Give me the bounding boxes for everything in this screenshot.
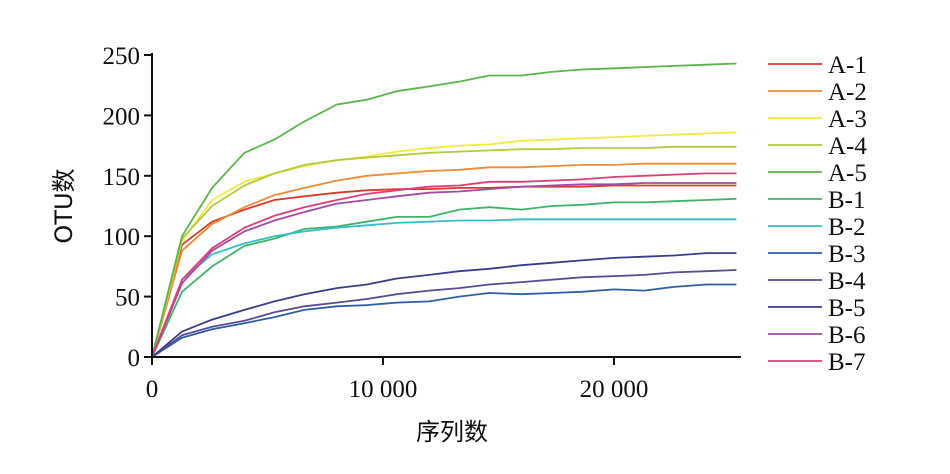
legend-label-a-5: A-5 <box>828 160 867 187</box>
legend-label-a-1: A-1 <box>828 52 867 79</box>
series-line-b-1 <box>151 197 737 358</box>
legend-label-b-4: B-4 <box>828 268 866 295</box>
x-tick-label: 10 000 <box>349 376 418 403</box>
axes: 0 50 100 150 200 250 0 10 000 20 000 <box>103 43 741 403</box>
plot-lines <box>151 62 737 358</box>
legend-label-a-3: A-3 <box>828 106 867 133</box>
series-line-b-7 <box>151 172 737 358</box>
legend-label-b-1: B-1 <box>828 187 866 214</box>
x-ticks: 0 10 000 20 000 <box>146 357 649 403</box>
series-line-a-1 <box>151 184 737 358</box>
series-line-a-5 <box>151 62 737 358</box>
x-tick-label: 20 000 <box>580 376 649 403</box>
legend-label-a-2: A-2 <box>828 79 867 106</box>
y-tick-label: 0 <box>128 345 141 372</box>
series-line-b-2 <box>151 218 737 358</box>
legend-label-b-6: B-6 <box>828 322 866 349</box>
x-tick-label: 0 <box>146 376 159 403</box>
y-tick-label: 150 <box>103 164 141 191</box>
series-line-a-2 <box>151 162 737 358</box>
y-tick-label: 50 <box>115 285 140 312</box>
y-axis-title: OTU数 <box>50 168 78 243</box>
series-line-b-5 <box>151 252 737 358</box>
legend-label-b-3: B-3 <box>828 241 866 268</box>
series-line-b-6 <box>151 182 737 358</box>
y-tick-label: 200 <box>103 103 141 130</box>
legend-label-a-4: A-4 <box>828 133 867 160</box>
x-axis-title: 序列数 <box>416 418 488 446</box>
y-ticks: 0 50 100 150 200 250 <box>103 43 152 372</box>
series-line-a-3 <box>151 131 737 358</box>
series-line-a-4 <box>151 145 737 358</box>
legend-label-b-7: B-7 <box>828 349 866 376</box>
y-tick-label: 100 <box>103 224 141 251</box>
legend-label-b-5: B-5 <box>828 295 866 322</box>
y-tick-label: 250 <box>103 43 141 70</box>
legend-label-b-2: B-2 <box>828 214 866 241</box>
series-line-b-3 <box>151 283 737 358</box>
series-line-b-4 <box>151 269 737 358</box>
legend: A-1A-2A-3A-4A-5B-1B-2B-3B-4B-5B-6B-7 <box>768 52 867 376</box>
